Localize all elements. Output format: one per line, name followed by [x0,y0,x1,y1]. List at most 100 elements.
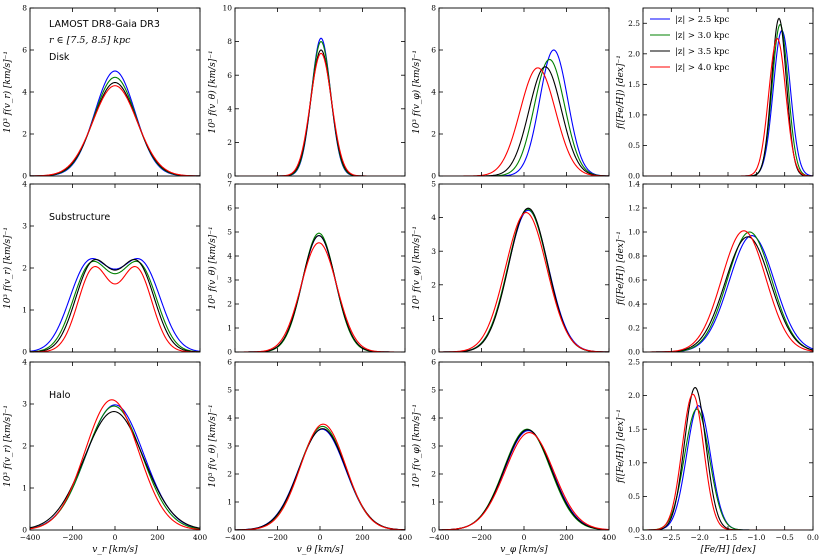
y-tick-label: 3 [227,276,232,285]
y-tick-label: 1.0 [628,111,640,120]
axes-frame [642,361,814,531]
x-tick-label: 0 [522,533,527,542]
series-line-red [439,67,609,176]
y-tick-label: 2 [22,130,27,139]
series-line-blue [643,29,813,176]
x-tick-label: 0 [113,533,118,542]
y-tick-label: 0.4 [628,300,640,309]
series-line-green [235,425,405,530]
x-tick-label: −200 [267,533,288,542]
y-tick-label: 4 [227,252,232,261]
legend-label-red: |z| > 4.0 kpc [675,63,730,73]
x-tick-label: 0.0 [807,533,819,542]
y-tick-label: 1 [22,306,27,315]
series-group [643,230,813,352]
panel-r2-c1-vtheta: 0 1 2 3 4 5 6 −400 −200 0 200 400 10³ f(v_θ) [km/s]⁻… [207,358,412,555]
panel-r2-c3-feh: 0.0 0.5 1.0 1.5 2.0 2.5 −3.0 −2.5 −2.0 −1.5 −1.0 −0… [615,358,819,555]
y-tick-label: 2 [227,300,232,309]
series-group [235,37,405,176]
y-tick-label: 0 [22,348,27,357]
y-tick-label: 0.6 [628,276,640,285]
y-axis-label: 10³ f(v_φ) [km/s]⁻¹ [411,404,422,488]
series-line-blue [439,430,609,530]
y-tick-label: 6 [431,358,436,367]
y-tick-label: 0.0 [628,172,640,181]
panel-r0-c2-vphi: 0 2 4 6 8 10³ f(v_φ) [km/s]⁻¹ [411,4,610,181]
series-line-blue [643,405,813,530]
panel-r1-c0-vr: 0 1 2 3 4 10³ f(v_r) [km/s]⁻¹ [2,180,201,357]
legend-label-green: |z| > 3.0 kpc [675,31,730,41]
series-line-red [643,38,813,176]
x-tick-label: −400 [20,533,41,542]
series-line-black [30,411,200,529]
y-tick-label: 2.0 [628,49,640,58]
y-tick-label: 1 [22,484,27,493]
panel-r1-c1-vtheta: 0 1 2 3 4 5 6 7 10³ f(v_θ) [km/s]⁻¹ [207,180,406,357]
y-tick-label: 4 [227,414,232,423]
x-axis-label: v_φ [km/s] [500,545,548,555]
series-line-green [30,260,200,352]
series-group [439,207,609,352]
series-line-green [439,208,609,352]
y-tick-label: 2.5 [628,19,640,28]
y-tick-label: 4 [431,414,436,423]
y-tick-label: 7 [227,180,232,189]
y-tick-label: 0.2 [628,324,640,333]
series-line-green [235,41,405,176]
x-axis-label: [Fe/H] [dex] [700,545,756,555]
y-tick-label: 0 [227,172,232,181]
y-tick-label: 0 [227,348,232,357]
series-line-red [439,212,609,352]
y-tick-label: 0 [431,526,436,535]
series-line-green [235,232,405,352]
y-axis-label: 10³ f(v_r) [km/s]⁻¹ [2,51,13,133]
row-label-halo: Halo [49,390,71,401]
x-tick-label: 200 [559,533,574,542]
axes-frame [234,361,406,531]
y-tick-label: 6 [431,46,436,55]
series-line-red [643,230,813,352]
series-line-black [643,17,813,176]
y-tick-label: 8 [227,37,232,46]
x-tick-label: −2.0 [691,533,709,542]
x-tick-label: −400 [225,533,246,542]
y-tick-label: 0 [431,172,436,181]
series-line-black [30,258,200,352]
y-tick-label: 5 [227,228,232,237]
y-tick-label: 1.0 [628,228,640,237]
panel-r2-c0-vr: 0 1 2 3 4 −400 −200 0 200 400 10³ f(v_r) [km/s]⁻¹ v… [2,358,207,555]
x-tick-label: −200 [62,533,83,542]
y-tick-label: 2 [431,470,436,479]
series-line-black [439,429,609,530]
y-axis-label: 10³ f(v_θ) [km/s]⁻¹ [207,404,218,487]
x-tick-label: −1.0 [747,533,765,542]
series-line-green [30,76,200,176]
y-axis-label: f([Fe/H]) [dex]⁻¹ [615,55,626,130]
x-tick-label: 0 [318,533,323,542]
y-tick-label: 6 [22,46,27,55]
row-label-substructure: Substructure [49,212,110,223]
panel-r2-c2-vphi: 0 1 2 3 4 5 6 −400 −200 0 200 400 10³ f(v_φ) [km/s]⁻… [411,358,616,555]
y-axis-label: 10³ f(v_r) [km/s]⁻¹ [2,405,13,487]
y-tick-label: 4 [22,358,27,367]
series-line-blue [30,404,200,529]
y-tick-label: 0 [22,526,27,535]
series-line-red [235,52,405,176]
series-line-green [439,428,609,530]
y-tick-label: 8 [431,4,436,13]
panel-r0-c1-vtheta: 0 2 4 6 8 10 10³ f(v_θ) [km/s]⁻¹ [207,4,406,181]
axes-frame [29,183,201,353]
y-tick-label: 2.0 [628,391,640,400]
y-tick-label: 4 [22,88,27,97]
axes-frame [438,7,610,177]
y-tick-label: 4 [22,180,27,189]
series-line-blue [30,258,200,352]
series-line-red [30,85,200,176]
y-axis-label: 10³ f(v_θ) [km/s]⁻¹ [207,50,218,133]
series-line-black [30,81,200,176]
y-tick-label: 0.5 [628,141,640,150]
series-group [235,423,405,530]
y-tick-label: 3 [22,222,27,231]
y-tick-label: 8 [22,4,27,13]
